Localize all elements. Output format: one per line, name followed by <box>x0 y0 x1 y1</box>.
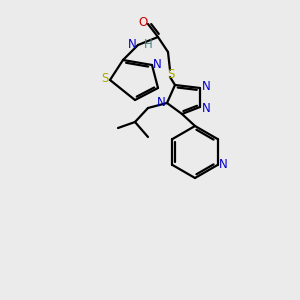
Text: H: H <box>144 38 153 50</box>
Text: N: N <box>153 58 161 70</box>
Text: N: N <box>202 80 210 92</box>
Text: O: O <box>138 16 148 29</box>
Text: N: N <box>219 158 228 172</box>
Text: N: N <box>202 103 210 116</box>
Text: N: N <box>157 97 165 110</box>
Text: S: S <box>167 68 175 80</box>
Text: N: N <box>128 38 137 52</box>
Text: S: S <box>101 73 109 85</box>
